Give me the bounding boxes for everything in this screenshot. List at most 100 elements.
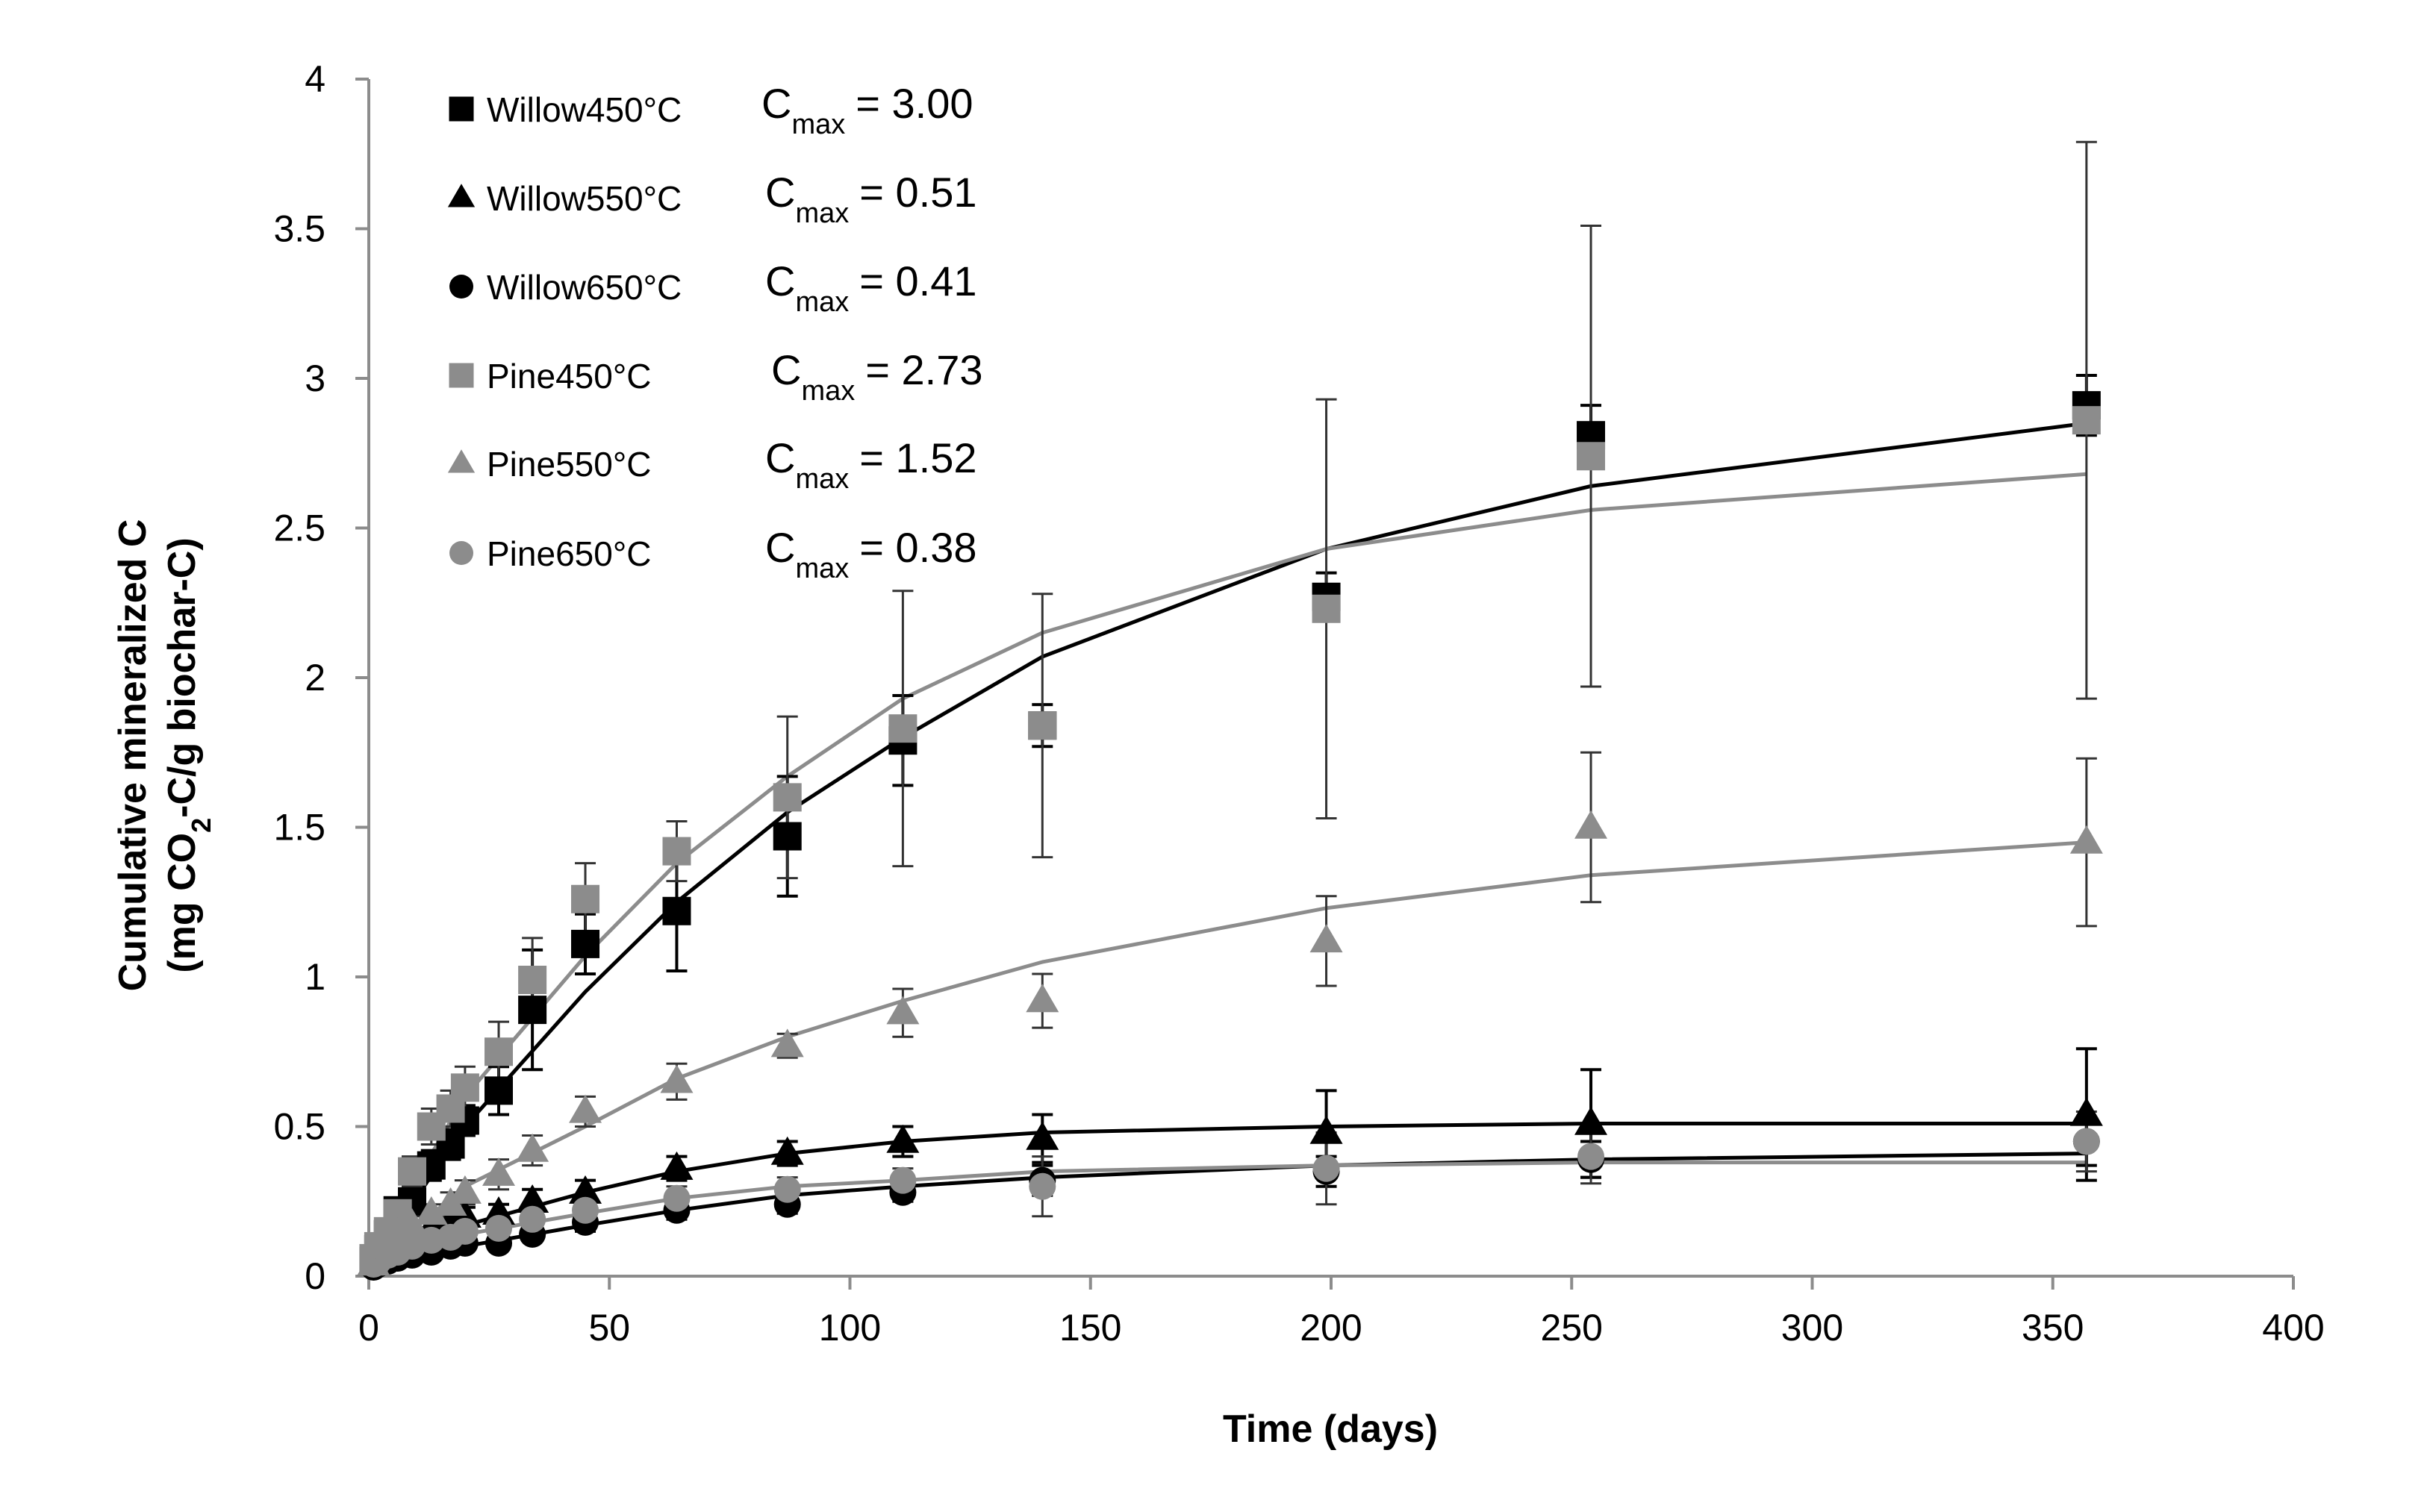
legend-label: Willow550°C [487,179,682,218]
y-axis-title: Cumulative mineralized C (mg CO2-C/g bio… [111,519,216,992]
x-tick-label: 350 [2022,1307,2084,1349]
cmax-symbol: C [765,434,795,481]
point-pine650-c [663,1184,691,1212]
point-pine450-c [398,1157,427,1186]
point-willow550-c [770,1136,804,1165]
x-tick-label: 150 [1059,1307,1121,1349]
point-pine450-c [1577,442,1606,471]
point-pine650-c [519,1205,546,1233]
y-axis-title-line1: Cumulative mineralized C [111,519,155,992]
cmax-subscript: max [795,198,849,229]
x-tick-label: 250 [1541,1307,1603,1349]
point-pine450-c [773,783,802,812]
y-tick-label: 2 [305,657,325,699]
axes-layer [355,78,2295,1290]
fit-line-pine450-c [367,472,2087,1263]
point-pine450-c [1028,711,1057,740]
legend-cmax: Cmax = 0.51 [765,169,977,229]
cmax-symbol: C [765,169,795,216]
y-tick-label: 0 [305,1255,325,1297]
point-pine550-c [770,1028,804,1058]
point-pine550-c [886,996,920,1025]
point-pine650-c [1577,1143,1605,1170]
point-willow550-c [482,1196,516,1225]
cmax-symbol: C [765,257,795,304]
legend-marker-willow450-c [449,96,474,122]
legend: Willow450°C Cmax = 3.00 Willow550°C Cmax = 0.… [447,80,983,584]
fit-line-willow550-c [368,1122,2087,1269]
legend-cmax: Cmax = 3.00 [761,80,973,140]
point-pine550-c [1026,984,1059,1013]
point-willow550-c [516,1184,549,1213]
point-pine550-c [414,1196,448,1225]
cmax-symbol: C [761,80,791,127]
point-pine650-c [485,1214,513,1242]
y-tick-label: 3 [305,357,325,399]
y-axis-title-prefix: (mg CO [161,833,204,973]
y-tick-label: 0.5 [273,1106,325,1148]
point-pine450-c [2072,406,2101,435]
point-pine550-c [1574,810,1608,839]
x-tick-label: 200 [1300,1307,1362,1349]
legend-label: Pine550°C [487,445,651,484]
point-willow450-c [518,996,547,1025]
point-willow550-c [1026,1121,1059,1150]
point-pine450-c [571,884,600,913]
point-pine550-c [1309,924,1343,953]
cmax-symbol: C [771,346,801,393]
point-willow550-c [886,1124,920,1153]
legend-marker-pine550-c [447,449,476,473]
y-tick-label: 3.5 [273,208,325,250]
point-pine550-c [660,1064,694,1093]
legend-marker-willow650-c [449,275,473,299]
point-pine450-c [662,837,691,866]
point-pine550-c [448,1175,482,1204]
fit-line-willow650-c [368,1152,2087,1272]
legend-cmax: Cmax = 2.73 [771,346,983,407]
cmax-subscript: max [795,463,849,495]
point-pine650-c [451,1217,479,1245]
point-pine650-c [1029,1172,1056,1200]
point-willow450-c [662,896,691,925]
legend-label: Pine450°C [487,357,651,396]
legend-entry-willow450-c: Willow450°C Cmax = 3.00 [449,80,973,140]
point-pine650-c [572,1196,599,1224]
legend-entry-pine450-c: Pine450°C Cmax = 2.73 [449,346,983,407]
point-willow550-c [1574,1106,1608,1135]
cmax-symbol: C [765,524,795,571]
y-tick-label: 4 [305,58,325,100]
point-pine550-c [2069,825,2103,854]
x-axis-title: Time (days) [1223,1408,1438,1451]
point-willow550-c [660,1151,694,1180]
legend-marker-willow550-c [447,184,476,207]
cmax-value: = 1.52 [859,434,976,481]
point-willow550-c [1309,1115,1343,1144]
legend-entry-willow550-c: Willow550°C Cmax = 0.51 [447,169,977,229]
y-axis-title-subscript: 2 [186,818,216,833]
point-willow450-c [571,929,600,958]
y-tick-label: 1 [305,956,325,998]
legend-marker-pine650-c [449,541,473,565]
point-pine450-c [450,1073,479,1102]
error-bars-layer [363,140,2097,1272]
x-tick-label: 300 [1781,1307,1843,1349]
point-pine550-c [396,1208,429,1237]
cmax-value: = 0.51 [859,169,976,216]
legend-cmax: Cmax = 1.52 [765,434,977,495]
y-axis-title-line2: (mg CO2-C/g biochar-C) [161,537,216,972]
legend-label: Willow650°C [487,268,682,307]
legend-entry-willow650-c: Willow650°C Cmax = 0.41 [449,257,977,318]
y-axis-title-suffix: -C/g biochar-C) [161,537,204,818]
point-pine650-c [1312,1155,1340,1182]
legend-marker-pine450-c [449,363,474,388]
legend-cmax: Cmax = 0.41 [765,257,977,318]
point-willow450-c [485,1076,514,1105]
cmax-subscript: max [795,553,849,584]
cmax-subscript: max [801,375,855,407]
cmax-value: = 0.38 [859,524,976,571]
markers-layer [357,391,2103,1281]
y-tick-label: 1.5 [273,807,325,849]
point-pine550-c [482,1157,516,1186]
